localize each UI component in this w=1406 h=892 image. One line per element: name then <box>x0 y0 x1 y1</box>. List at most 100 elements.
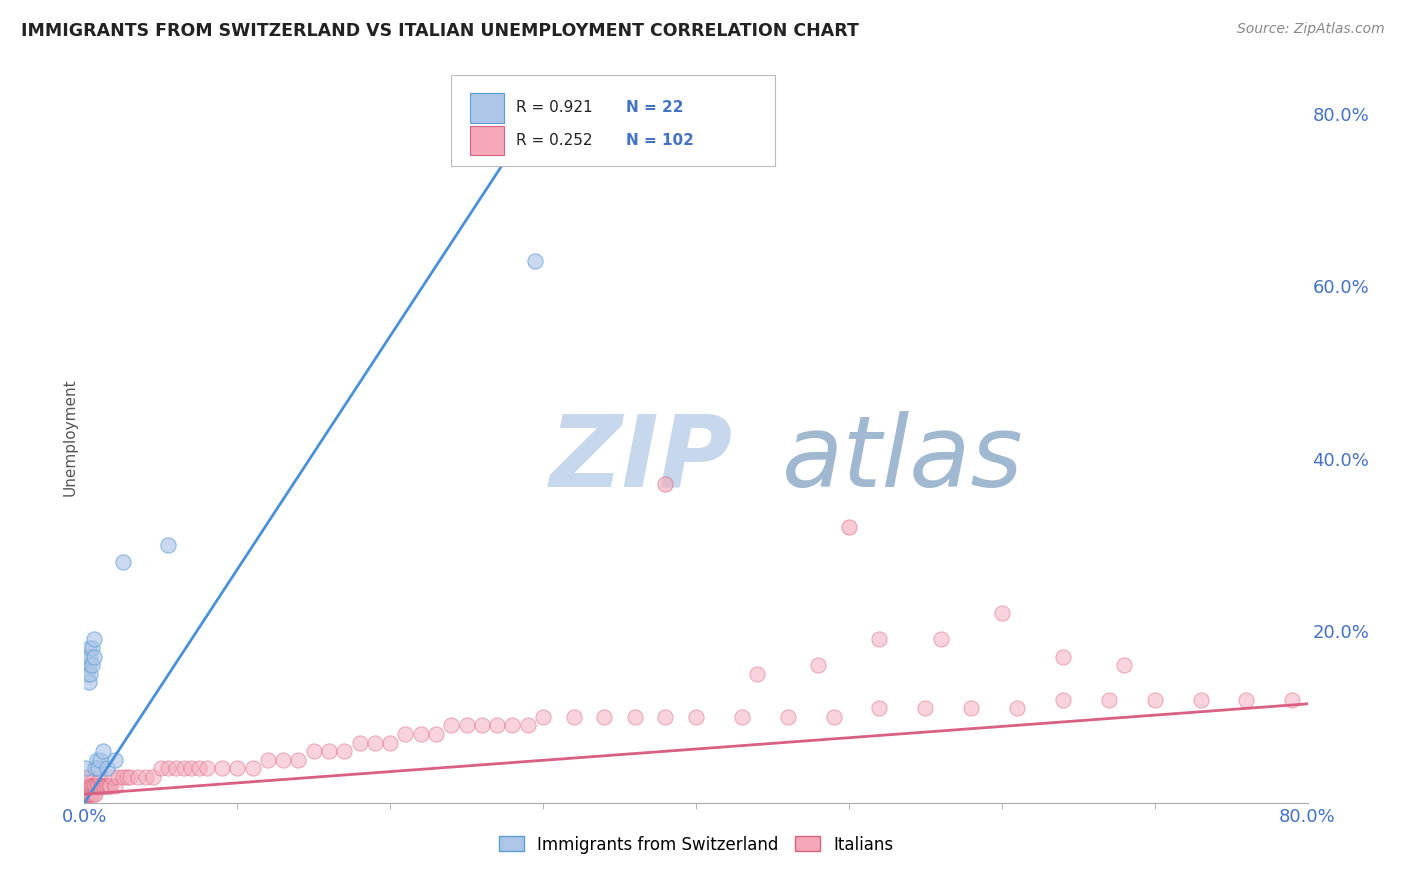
Point <box>364 735 387 749</box>
Point <box>685 710 707 724</box>
Bar <box>470 94 503 122</box>
Point <box>425 727 447 741</box>
Legend: Immigrants from Switzerland, Italians: Immigrants from Switzerland, Italians <box>492 829 900 860</box>
Point <box>302 744 325 758</box>
Point <box>524 253 547 268</box>
Point <box>593 710 616 724</box>
Point <box>242 761 264 775</box>
Point <box>86 753 108 767</box>
Point <box>94 779 117 793</box>
Point <box>440 718 463 732</box>
Point <box>89 770 111 784</box>
Text: N = 102: N = 102 <box>626 133 695 148</box>
Point <box>90 779 112 793</box>
Point <box>80 779 103 793</box>
Point <box>1189 692 1212 706</box>
Point <box>1005 701 1028 715</box>
Point <box>471 718 494 732</box>
Text: N = 22: N = 22 <box>626 101 683 115</box>
Point <box>991 607 1014 621</box>
Point <box>394 727 416 741</box>
Point <box>80 779 103 793</box>
Point <box>89 779 111 793</box>
FancyBboxPatch shape <box>451 75 776 167</box>
Point <box>87 761 110 775</box>
Point <box>76 666 98 681</box>
Point <box>75 787 97 801</box>
Point <box>333 744 356 758</box>
Point <box>77 779 100 793</box>
Point <box>76 787 98 801</box>
Point <box>75 779 97 793</box>
Point <box>101 770 124 784</box>
Point <box>86 779 108 793</box>
Point <box>84 787 107 801</box>
Point <box>111 770 134 784</box>
Point <box>80 787 103 801</box>
Point <box>98 779 121 793</box>
Point <box>83 787 105 801</box>
Point <box>807 658 830 673</box>
Y-axis label: Unemployment: Unemployment <box>62 378 77 496</box>
Point <box>838 520 860 534</box>
Point <box>456 718 478 732</box>
Point <box>226 761 249 775</box>
Point <box>1114 658 1136 673</box>
Point <box>115 770 138 784</box>
Point <box>914 701 936 715</box>
Point <box>84 779 107 793</box>
Point <box>149 761 172 775</box>
Point <box>120 770 142 784</box>
Point <box>76 779 98 793</box>
Point <box>188 761 211 775</box>
Point <box>83 649 105 664</box>
Point <box>77 787 100 801</box>
Point <box>79 779 101 793</box>
Point <box>91 744 114 758</box>
Point <box>79 787 101 801</box>
Point <box>89 753 111 767</box>
Point <box>1052 649 1074 664</box>
Point <box>257 753 280 767</box>
Point <box>77 640 100 655</box>
Text: ZIP: ZIP <box>550 410 733 508</box>
Point <box>823 710 845 724</box>
Point <box>79 787 101 801</box>
Point <box>76 779 98 793</box>
Point <box>869 701 891 715</box>
Point <box>1052 692 1074 706</box>
Point <box>79 649 101 664</box>
Point <box>111 555 134 569</box>
Point <box>75 779 97 793</box>
Text: IMMIGRANTS FROM SWITZERLAND VS ITALIAN UNEMPLOYMENT CORRELATION CHART: IMMIGRANTS FROM SWITZERLAND VS ITALIAN U… <box>21 22 859 40</box>
Point <box>157 538 180 552</box>
Point <box>76 787 98 801</box>
Point <box>77 770 100 784</box>
Point <box>486 718 509 732</box>
Point <box>929 632 952 647</box>
Point <box>531 710 554 724</box>
Point <box>747 666 769 681</box>
Point <box>77 658 100 673</box>
Text: R = 0.252: R = 0.252 <box>516 133 593 148</box>
Point <box>79 666 101 681</box>
Point <box>1143 692 1166 706</box>
Point <box>165 761 187 775</box>
Point <box>287 753 309 767</box>
Point <box>76 770 98 784</box>
Point <box>77 675 100 690</box>
Point <box>654 477 676 491</box>
Point <box>96 779 118 793</box>
Point <box>1281 692 1303 706</box>
Point <box>180 761 202 775</box>
Point <box>75 787 97 801</box>
Point <box>84 761 107 775</box>
Point <box>91 779 114 793</box>
Point <box>93 779 115 793</box>
Point <box>380 735 402 749</box>
Point <box>80 658 103 673</box>
Point <box>76 649 98 664</box>
Point <box>195 761 218 775</box>
Point <box>271 753 294 767</box>
Point <box>75 787 97 801</box>
